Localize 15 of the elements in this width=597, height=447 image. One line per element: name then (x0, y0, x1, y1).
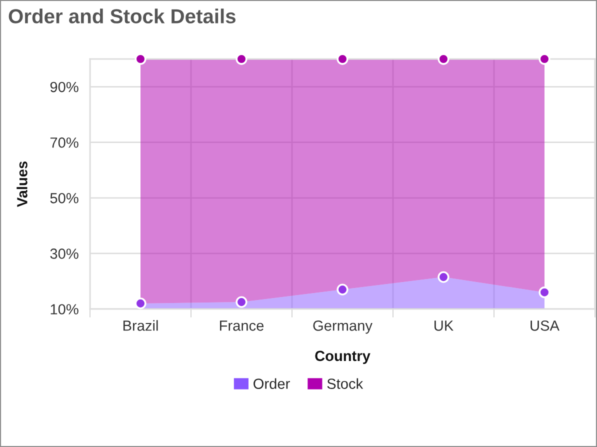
x-tick-label: USA (530, 320, 560, 331)
y-axis-title: Values (16, 161, 28, 208)
x-axis-title: Country (315, 350, 370, 364)
y-tick-label: 50% (50, 192, 78, 204)
y-tick-label: 70% (50, 137, 78, 148)
y-tick-label: 10% (50, 304, 78, 314)
legend-label: Order (254, 378, 290, 389)
y-tick-label: 90% (50, 82, 78, 92)
x-tick-label: UK (434, 320, 454, 331)
chart-title: Order and Stock Details (8, 8, 236, 24)
y-tick-label: 30% (50, 248, 78, 259)
x-tick-label: Germany (313, 320, 372, 334)
legend-label: Stock (327, 378, 364, 389)
x-tick-label: France (220, 320, 264, 331)
x-tick-label: Brazil (123, 320, 158, 331)
